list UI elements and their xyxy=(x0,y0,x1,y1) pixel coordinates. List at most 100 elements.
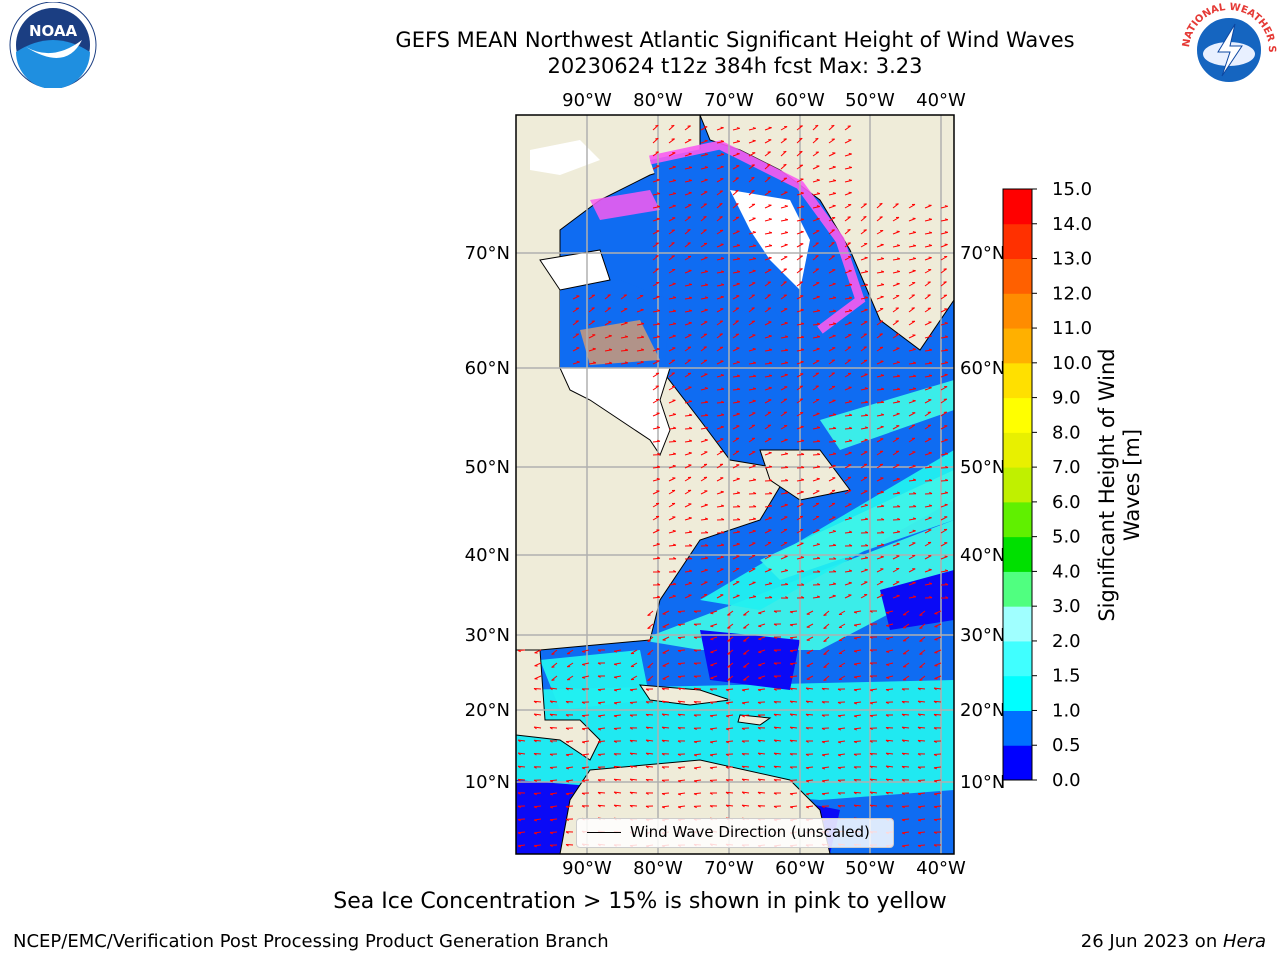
wave-direction-arrow xyxy=(812,360,820,365)
wave-direction-arrow-head xyxy=(880,543,885,546)
wave-direction-arrow xyxy=(732,230,740,235)
wave-direction-arrow xyxy=(924,269,932,274)
wave-direction-arrow xyxy=(764,218,772,222)
wave-direction-arrow xyxy=(780,374,788,378)
colorbar-tick-label: 1.5 xyxy=(1052,666,1081,687)
wave-direction-arrow xyxy=(902,844,910,847)
wave-direction-arrow-head xyxy=(901,688,905,691)
wave-direction-arrow xyxy=(598,727,606,730)
wave-direction-arrow-head xyxy=(581,767,585,770)
wave-direction-arrow-head xyxy=(752,127,756,129)
wave-direction-arrow-head xyxy=(736,152,740,155)
wave-direction-arrow xyxy=(892,258,900,261)
wave-direction-arrow-head xyxy=(800,425,804,428)
wave-direction-arrow-head xyxy=(816,465,821,468)
wave-direction-arrow-head xyxy=(661,700,665,704)
wave-direction-arrow xyxy=(796,192,804,196)
wave-direction-arrow xyxy=(668,544,677,547)
wave-direction-arrow xyxy=(933,713,942,716)
wave-direction-arrow xyxy=(823,610,830,616)
wave-direction-arrow xyxy=(764,151,771,157)
wave-direction-arrow xyxy=(860,243,868,248)
wave-direction-arrow-head xyxy=(751,190,755,192)
wave-direction-arrow xyxy=(700,309,708,313)
wave-direction-arrow-head xyxy=(517,792,521,795)
wave-direction-arrow-head xyxy=(720,374,724,376)
wave-direction-arrow xyxy=(620,294,627,300)
wave-direction-arrow xyxy=(629,688,638,691)
wave-direction-arrow-head xyxy=(517,739,521,743)
wave-direction-arrow xyxy=(629,805,638,807)
wave-direction-arrow xyxy=(828,516,836,521)
wave-direction-arrow-head xyxy=(837,701,841,705)
wave-direction-arrow xyxy=(716,360,724,365)
wave-direction-arrow-head xyxy=(549,727,553,730)
wave-direction-arrow-head xyxy=(799,268,803,270)
wave-direction-arrow-head xyxy=(710,612,714,615)
wave-direction-arrow xyxy=(652,193,660,196)
wave-direction-arrow-head xyxy=(817,452,821,455)
wave-direction-arrow-head xyxy=(613,740,617,743)
wave-direction-arrow-head xyxy=(821,714,825,717)
wave-direction-arrow xyxy=(806,805,814,808)
wave-direction-arrow xyxy=(908,542,916,547)
wave-direction-arrow-head xyxy=(784,205,788,207)
wave-direction-arrow xyxy=(725,688,734,691)
wave-direction-arrow xyxy=(886,675,894,679)
wave-direction-arrow xyxy=(716,127,724,131)
wave-direction-arrow-head xyxy=(789,739,793,743)
wave-direction-arrow xyxy=(924,424,932,430)
wave-direction-arrow-head xyxy=(848,269,852,272)
wave-direction-arrow xyxy=(854,701,862,704)
wave-direction-arrow xyxy=(812,230,820,235)
wave-direction-arrow-head xyxy=(773,752,777,756)
wave-direction-arrow xyxy=(764,505,772,508)
wave-direction-arrow xyxy=(668,502,676,508)
wave-direction-arrow xyxy=(876,296,884,300)
wave-direction-arrow xyxy=(828,453,836,456)
wave-direction-arrow-head xyxy=(837,715,841,718)
wave-direction-arrow xyxy=(652,124,659,131)
wave-direction-arrow xyxy=(549,713,558,716)
wave-direction-arrow-head xyxy=(821,687,825,691)
wave-direction-arrow-head xyxy=(597,754,601,757)
wave-direction-arrow-head xyxy=(885,791,889,795)
wave-direction-arrow-head xyxy=(832,296,837,299)
wave-direction-arrow-head xyxy=(551,653,555,655)
colorbar-tick-label: 8.0 xyxy=(1052,422,1081,443)
wave-direction-arrow-head xyxy=(848,321,852,324)
wave-direction-arrow-head xyxy=(912,348,916,350)
wave-direction-arrow xyxy=(796,491,804,495)
wave-direction-arrow-head xyxy=(885,727,889,730)
wave-direction-arrow-head xyxy=(901,701,905,704)
wave-direction-arrow-head xyxy=(581,780,586,783)
wave-direction-arrow xyxy=(919,649,926,655)
wave-direction-arrow xyxy=(789,675,798,678)
wave-direction-arrow xyxy=(812,454,821,456)
wave-direction-arrow-head xyxy=(832,413,837,416)
wave-direction-arrow-head xyxy=(704,270,708,272)
wave-direction-arrow-head xyxy=(821,805,825,809)
wave-direction-arrow-head xyxy=(815,137,819,140)
wave-direction-arrow xyxy=(796,164,804,170)
wave-direction-arrow xyxy=(748,245,756,248)
wave-direction-arrow xyxy=(780,584,789,586)
wave-direction-arrow-head xyxy=(928,374,933,377)
wave-direction-arrow-head xyxy=(881,504,885,507)
wave-direction-arrow xyxy=(796,349,804,352)
wave-direction-arrow-head xyxy=(597,675,601,678)
wave-direction-arrow-head xyxy=(661,766,665,769)
wave-direction-arrow xyxy=(662,649,670,654)
wave-direction-arrow xyxy=(581,766,590,769)
wave-direction-arrow xyxy=(919,610,926,616)
wave-direction-arrow-head xyxy=(533,832,538,835)
wave-direction-arrow xyxy=(572,295,580,300)
wave-direction-arrow xyxy=(646,752,654,755)
wave-direction-arrow xyxy=(684,284,692,287)
colorbar-tick-label: 0.0 xyxy=(1052,770,1081,791)
map-canvas xyxy=(516,115,954,854)
wave-direction-arrow-head xyxy=(896,530,901,533)
wave-direction-arrow xyxy=(668,399,676,404)
wave-direction-arrow xyxy=(919,662,926,668)
wave-direction-arrow-head xyxy=(709,792,713,795)
